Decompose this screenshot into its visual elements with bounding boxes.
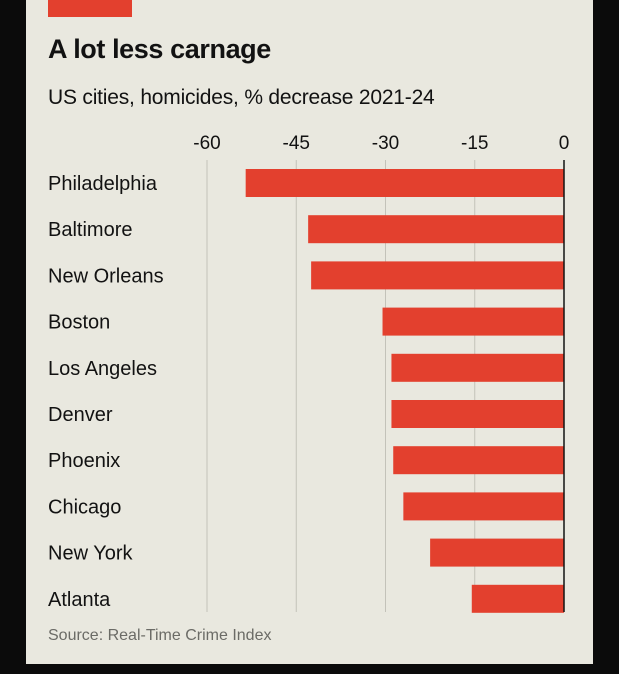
tick-label: 0: [559, 133, 570, 154]
chart-subtitle: US cities, homicides, % decrease 2021-24: [48, 86, 435, 109]
bar: [245, 169, 565, 197]
accent-bar: [48, 0, 132, 17]
category-label: New Orleans: [48, 265, 164, 287]
bar: [471, 584, 564, 613]
bar: [311, 261, 564, 290]
bar: [430, 538, 564, 567]
category-label: New York: [48, 543, 133, 565]
category-label: Denver: [48, 404, 113, 426]
category-label: Phoenix: [48, 450, 120, 472]
tick-label: -15: [461, 133, 488, 154]
bar: [391, 353, 564, 382]
bar: [308, 215, 564, 244]
bar-chart: -60 -45 -30 -15 0 Philadelphia Baltimore New Or…: [48, 133, 570, 613]
category-label: Boston: [48, 312, 110, 334]
bar: [393, 446, 564, 475]
category-label: Philadelphia: [48, 173, 158, 195]
category-label: Baltimore: [48, 219, 132, 241]
chart-title: A lot less carnage: [48, 34, 271, 64]
category-label: Los Angeles: [48, 358, 157, 380]
bar: [382, 307, 564, 336]
tick-label: -60: [193, 133, 220, 154]
chart-card: A lot less carnage US cities, homicides,…: [26, 0, 593, 664]
tick-label: -30: [372, 133, 399, 154]
category-label: Atlanta: [48, 589, 111, 611]
source-note: Source: Real-Time Crime Index: [48, 627, 272, 644]
bar: [403, 492, 564, 521]
category-label: Chicago: [48, 496, 121, 518]
bar: [391, 400, 564, 428]
tick-label: -45: [283, 133, 310, 154]
